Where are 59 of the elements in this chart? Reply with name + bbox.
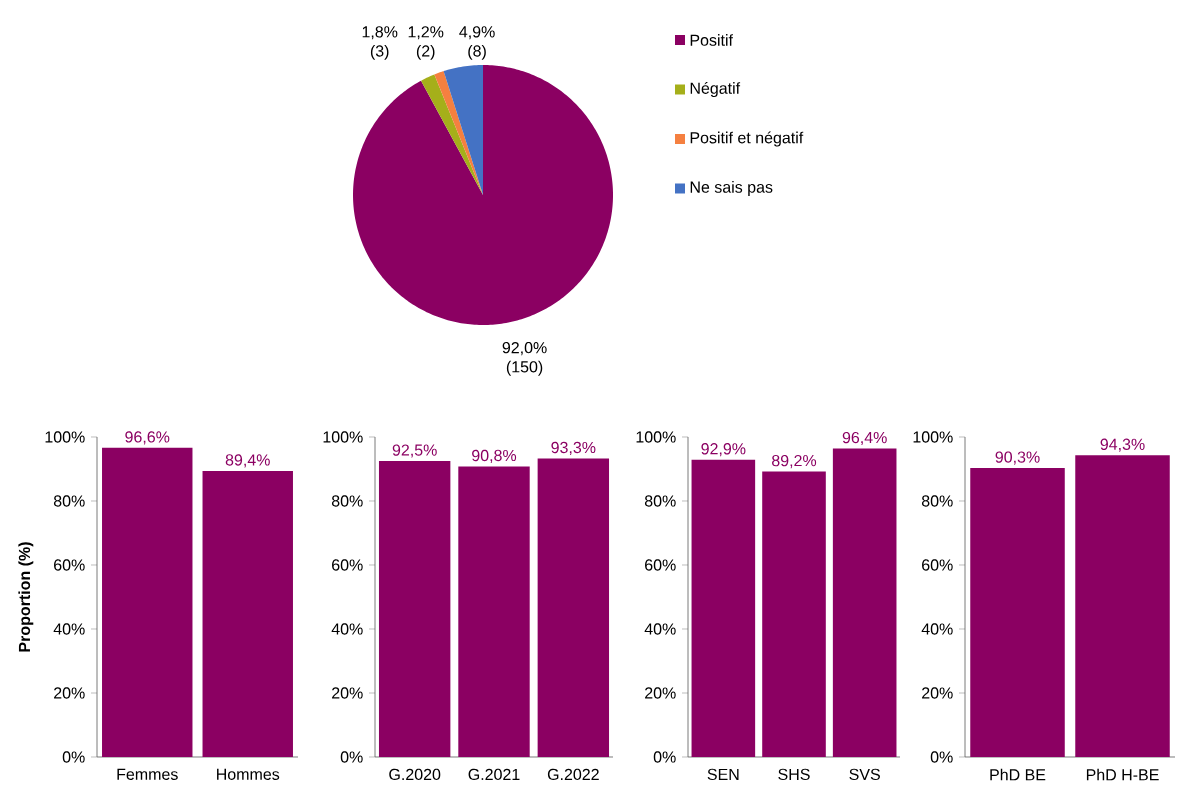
bar bbox=[832, 448, 897, 757]
y-axis-title: Proportion (%) bbox=[18, 542, 34, 652]
legend-label: Négatif bbox=[690, 81, 741, 98]
y-tick-label: 20% bbox=[54, 687, 85, 699]
x-tick-label: Hommes bbox=[217, 768, 280, 780]
y-tick-label: 60% bbox=[922, 559, 953, 571]
data-label: 90,3% bbox=[995, 451, 1040, 465]
x-tick-label: G.2021 bbox=[468, 768, 520, 781]
y-tick-label: 60% bbox=[54, 559, 85, 571]
y-tick-label: 80% bbox=[53, 495, 85, 507]
y-tick-label: 80% bbox=[644, 495, 676, 507]
legend-label: Positif et négatif bbox=[690, 131, 804, 147]
x-tick-label: PhD H-BE bbox=[1086, 768, 1159, 781]
y-tick-label: 20% bbox=[922, 687, 953, 699]
y-tick-label: 40% bbox=[921, 623, 953, 635]
y-tick-label: 100% bbox=[636, 431, 676, 443]
bar bbox=[537, 458, 610, 757]
data-label: 92,0% (150) bbox=[502, 341, 547, 376]
y-tick-label: 0% bbox=[340, 751, 363, 763]
y-tick-label: 0% bbox=[653, 751, 676, 763]
data-label: 1,2% (2) bbox=[408, 26, 444, 60]
bar bbox=[458, 466, 530, 757]
bar bbox=[762, 471, 826, 757]
data-label: 90,8% bbox=[472, 449, 517, 464]
y-tick-label: 20% bbox=[332, 687, 363, 699]
y-tick-label: 40% bbox=[644, 623, 676, 635]
data-label: 96,6% bbox=[125, 431, 170, 445]
x-tick-label: Femmes bbox=[117, 768, 178, 780]
x-tick-label: SEN bbox=[707, 768, 739, 781]
y-tick-label: 60% bbox=[332, 559, 363, 571]
data-label: 4,9% (8) bbox=[459, 26, 495, 60]
data-label: 89,2% bbox=[772, 454, 817, 469]
bar bbox=[691, 459, 756, 757]
x-tick-label: G.2022 bbox=[547, 768, 599, 781]
y-tick-label: 60% bbox=[645, 559, 676, 571]
y-tick-label: 0% bbox=[62, 751, 85, 763]
legend-label: Positif bbox=[690, 34, 733, 46]
y-tick-label: 40% bbox=[331, 623, 363, 635]
y-tick-label: 100% bbox=[323, 431, 363, 443]
x-tick-label: PhD BE bbox=[990, 768, 1046, 781]
y-tick-label: 100% bbox=[913, 431, 953, 443]
y-tick-label: 80% bbox=[921, 495, 953, 507]
y-tick-label: 0% bbox=[930, 751, 953, 763]
y-tick-label: 80% bbox=[331, 495, 363, 507]
legend-label: Ne sais pas bbox=[690, 181, 773, 196]
data-label: 89,4% bbox=[225, 454, 270, 468]
x-tick-label: SHS bbox=[778, 768, 810, 781]
data-label: 94,3% bbox=[1100, 438, 1145, 452]
data-label: 96,4% bbox=[842, 431, 887, 446]
x-tick-label: SVS bbox=[849, 768, 880, 781]
data-label: 1,8% (3) bbox=[362, 26, 398, 60]
y-tick-label: 40% bbox=[53, 623, 85, 635]
data-label: 93,3% bbox=[551, 441, 596, 456]
data-label: 92,9% bbox=[701, 443, 746, 457]
bar bbox=[378, 461, 451, 757]
y-tick-label: 20% bbox=[645, 687, 676, 699]
data-label: 92,5% bbox=[392, 444, 437, 458]
y-tick-label: 100% bbox=[45, 431, 85, 443]
x-tick-label: G.2020 bbox=[389, 768, 441, 781]
